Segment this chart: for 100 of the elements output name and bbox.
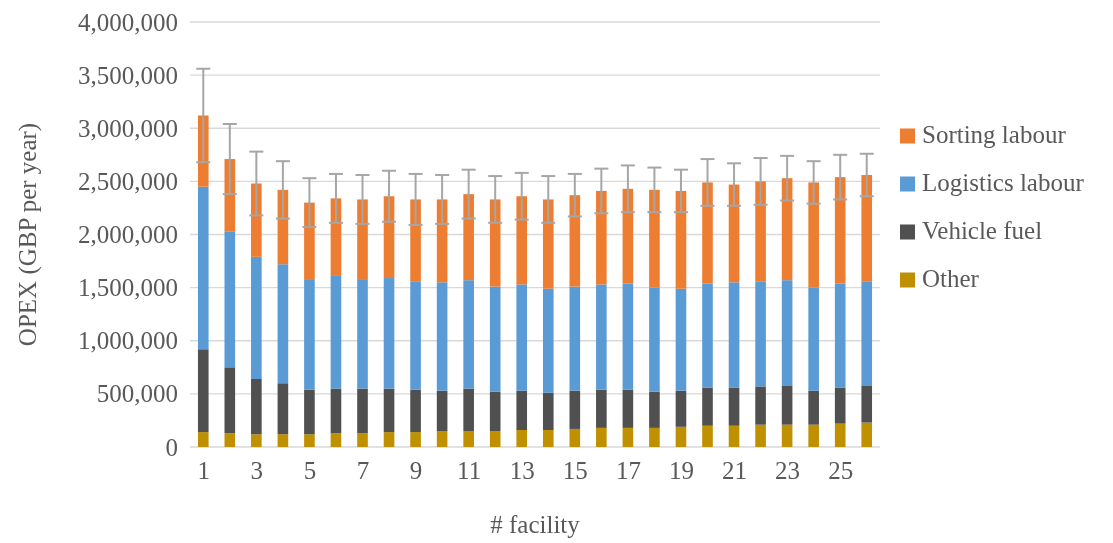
legend-label: Other xyxy=(922,265,980,292)
bar xyxy=(357,199,368,280)
bar xyxy=(649,391,660,428)
bar xyxy=(436,431,448,447)
bar xyxy=(622,283,634,390)
bar xyxy=(383,388,395,433)
bar xyxy=(516,430,528,447)
bar xyxy=(410,432,421,447)
bar xyxy=(330,388,342,434)
bar xyxy=(251,434,262,447)
bar xyxy=(834,387,846,424)
x-tick-label: 13 xyxy=(509,456,535,484)
bar xyxy=(596,427,607,447)
y-tick-label: 4,000,000 xyxy=(78,8,178,36)
bar xyxy=(277,383,289,435)
bar xyxy=(728,387,740,426)
bar xyxy=(808,287,819,391)
bar xyxy=(463,194,474,281)
x-axis-title: # facility xyxy=(490,511,581,538)
bar xyxy=(649,287,660,392)
bar xyxy=(569,428,581,447)
legend-label: Sorting labour xyxy=(922,121,1067,148)
bar xyxy=(542,288,554,393)
bar xyxy=(596,284,607,390)
bar xyxy=(410,281,421,390)
bar xyxy=(808,390,819,425)
bar xyxy=(251,379,262,435)
bar xyxy=(755,424,766,447)
bar xyxy=(197,432,209,447)
bar xyxy=(516,284,528,391)
bar xyxy=(516,196,528,285)
bar xyxy=(277,264,289,384)
bar xyxy=(861,175,873,282)
bar xyxy=(808,424,819,447)
bar xyxy=(702,182,713,284)
bar xyxy=(596,389,607,428)
bar xyxy=(436,390,448,432)
y-tick-label: 2,000,000 xyxy=(78,221,178,248)
bar xyxy=(357,388,368,434)
bar xyxy=(861,281,873,386)
y-tick-label: 1,000,000 xyxy=(78,327,178,355)
bar xyxy=(755,181,766,282)
bar xyxy=(728,425,740,447)
bar xyxy=(702,387,713,426)
bar xyxy=(410,389,421,433)
x-tick-label: 7 xyxy=(356,456,370,484)
x-tick-label: 25 xyxy=(828,456,854,484)
bar xyxy=(197,186,209,350)
x-tick-label: 1 xyxy=(197,456,211,484)
bar xyxy=(808,182,819,288)
bar xyxy=(383,432,395,447)
bar xyxy=(861,422,873,447)
y-tick-label: 3,000,000 xyxy=(78,114,178,142)
bar xyxy=(649,189,660,288)
y-tick-label: 1,500,000 xyxy=(78,274,178,302)
bar xyxy=(463,431,474,447)
bar xyxy=(569,286,581,391)
bar xyxy=(304,434,315,447)
bar xyxy=(702,283,713,388)
bar xyxy=(622,389,634,428)
bar xyxy=(781,280,793,386)
x-tick-label: 9 xyxy=(409,456,423,484)
bar xyxy=(224,433,236,447)
bar xyxy=(675,390,687,427)
bar xyxy=(410,199,421,282)
bar xyxy=(702,425,713,447)
bar xyxy=(489,431,501,447)
x-tick-label: 15 xyxy=(562,456,588,484)
bar xyxy=(277,434,289,447)
bar xyxy=(304,202,315,280)
x-tick-label: 11 xyxy=(457,456,482,484)
y-tick-label: 2,500,000 xyxy=(78,167,178,195)
bar xyxy=(463,388,474,432)
bar xyxy=(357,279,368,389)
bar xyxy=(357,433,368,447)
bar xyxy=(489,286,501,392)
bar xyxy=(542,430,554,447)
bar xyxy=(224,231,236,368)
y-tick-label: 500,000 xyxy=(96,380,178,408)
bar xyxy=(197,349,209,433)
bar xyxy=(542,199,554,289)
bar xyxy=(649,427,660,447)
bar xyxy=(755,281,766,387)
bar xyxy=(834,283,846,388)
x-tick-label: 19 xyxy=(668,456,694,484)
bar xyxy=(304,389,315,435)
bar xyxy=(861,385,873,423)
bar xyxy=(224,367,236,434)
bar xyxy=(834,177,846,284)
bar xyxy=(304,279,315,390)
bar xyxy=(489,199,501,287)
legend-label: Vehicle fuel xyxy=(922,217,1043,244)
bar xyxy=(251,256,262,379)
y-tick-label: 3,500,000 xyxy=(78,61,178,89)
x-tick-label: 5 xyxy=(303,456,317,484)
x-tick-label: 17 xyxy=(615,456,641,484)
x-tick-label: 21 xyxy=(722,456,748,484)
bar xyxy=(436,282,448,391)
bar xyxy=(489,391,501,432)
bar xyxy=(383,278,395,389)
